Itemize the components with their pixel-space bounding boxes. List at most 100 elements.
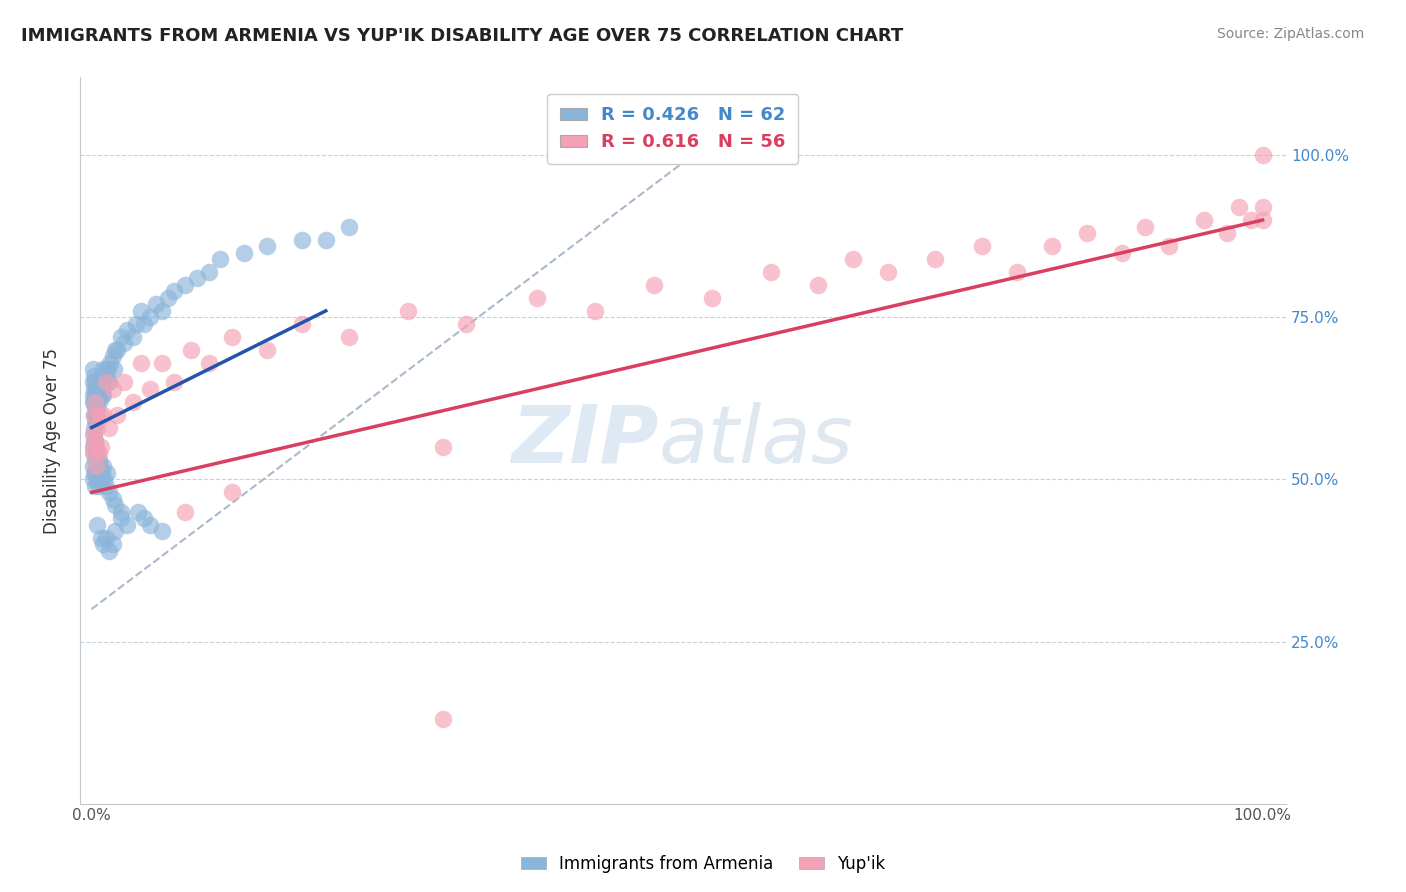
Point: [110, 511, 132, 525]
Point: [456, 317, 478, 331]
Point: [91, 388, 114, 402]
Point: [841, 252, 863, 266]
Point: [84, 459, 107, 474]
Point: [83, 466, 105, 480]
Point: [112, 375, 135, 389]
Point: [256, 239, 278, 253]
Y-axis label: Disability Age Over 75: Disability Age Over 75: [44, 348, 60, 533]
Point: [291, 317, 314, 331]
Point: [1005, 265, 1028, 279]
Point: [89, 375, 111, 389]
Point: [129, 303, 152, 318]
Point: [93, 472, 115, 486]
Point: [87, 394, 110, 409]
Point: [970, 239, 993, 253]
Point: [82, 362, 104, 376]
Point: [82, 440, 104, 454]
Point: [91, 537, 114, 551]
Point: [91, 466, 114, 480]
Point: [83, 434, 105, 448]
Point: [96, 466, 118, 480]
Point: [91, 375, 114, 389]
Point: [105, 408, 128, 422]
Point: [83, 382, 105, 396]
Point: [82, 446, 104, 460]
Point: [83, 408, 105, 422]
Point: [86, 446, 108, 460]
Point: [82, 375, 104, 389]
Point: [90, 472, 112, 486]
Point: [101, 537, 124, 551]
Point: [127, 505, 149, 519]
Point: [110, 505, 132, 519]
Point: [806, 277, 828, 292]
Point: [759, 265, 782, 279]
Point: [94, 362, 117, 376]
Point: [84, 440, 107, 454]
Point: [180, 343, 202, 357]
Point: [90, 440, 112, 454]
Point: [104, 499, 127, 513]
Point: [174, 277, 197, 292]
Point: [89, 388, 111, 402]
Point: [1111, 245, 1133, 260]
Point: [115, 323, 138, 337]
Point: [162, 285, 184, 299]
Point: [84, 434, 107, 448]
Point: [84, 453, 107, 467]
Point: [1216, 226, 1239, 240]
Point: [86, 420, 108, 434]
Point: [86, 414, 108, 428]
Point: [83, 427, 105, 442]
Point: [87, 479, 110, 493]
Point: [1192, 213, 1215, 227]
Point: [84, 388, 107, 402]
Point: [337, 219, 360, 234]
Point: [1040, 239, 1063, 253]
Text: Source: ZipAtlas.com: Source: ZipAtlas.com: [1216, 27, 1364, 41]
Legend: Immigrants from Armenia, Yup'ik: Immigrants from Armenia, Yup'ik: [515, 848, 891, 880]
Point: [134, 317, 156, 331]
Point: [83, 446, 105, 460]
Point: [121, 394, 143, 409]
Point: [91, 388, 114, 402]
Point: [94, 531, 117, 545]
Point: [83, 440, 105, 454]
Point: [526, 291, 548, 305]
Point: [98, 485, 121, 500]
Point: [82, 388, 104, 402]
Point: [101, 491, 124, 506]
Point: [86, 517, 108, 532]
Point: [1157, 239, 1180, 253]
Point: [83, 394, 105, 409]
Point: [129, 356, 152, 370]
Point: [1251, 200, 1274, 214]
Point: [82, 459, 104, 474]
Point: [115, 517, 138, 532]
Point: [1251, 148, 1274, 162]
Point: [197, 356, 219, 370]
Point: [643, 277, 665, 292]
Point: [83, 368, 105, 383]
Point: [91, 362, 114, 376]
Point: [134, 511, 156, 525]
Text: atlas: atlas: [659, 401, 853, 480]
Point: [90, 382, 112, 396]
Legend: R = 0.426   N = 62, R = 0.616   N = 56: R = 0.426 N = 62, R = 0.616 N = 56: [547, 94, 799, 164]
Point: [1227, 200, 1250, 214]
Point: [186, 271, 208, 285]
Point: [232, 245, 254, 260]
Point: [432, 712, 454, 726]
Point: [174, 505, 197, 519]
Point: [112, 336, 135, 351]
Point: [98, 375, 121, 389]
Point: [103, 362, 125, 376]
Point: [256, 343, 278, 357]
Point: [876, 265, 898, 279]
Point: [139, 310, 162, 325]
Point: [98, 543, 121, 558]
Point: [91, 408, 114, 422]
Point: [93, 368, 115, 383]
Point: [87, 382, 110, 396]
Point: [221, 485, 243, 500]
